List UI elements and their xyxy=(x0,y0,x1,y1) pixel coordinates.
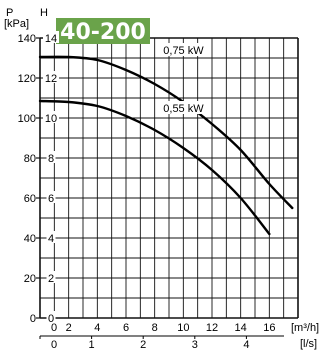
x-tick-label-ls: 4 xyxy=(243,339,249,351)
x-ticks-ls: 0 1 2 3 4 xyxy=(39,335,284,351)
y-tick-label-kpa: 140 xyxy=(18,33,36,45)
y-tick-label-m-bg xyxy=(43,31,59,43)
x-axis-label-ls: [l/s] xyxy=(300,338,317,350)
y-tick-label-m: 2 xyxy=(48,273,54,285)
y-tick-label-m: 14 xyxy=(45,33,57,45)
y-ticks-m: 0 2 4 6 8 10 12 14 xyxy=(43,31,59,325)
y-tick-label-m: 12 xyxy=(45,73,57,85)
x-tick-label-m3h: 14 xyxy=(235,322,247,334)
x-tick-label-ls: 1 xyxy=(89,339,95,351)
grid xyxy=(36,37,299,319)
curve-075kw xyxy=(38,55,294,210)
x-ticks-m3h: 0 2 4 6 8 10 12 14 16 xyxy=(51,322,276,334)
series-label-bg xyxy=(161,43,208,56)
x-tick-label-m3h: 6 xyxy=(123,322,129,334)
x-tick-label-m3h: 0 xyxy=(51,322,57,334)
y-tick-label-kpa: 120 xyxy=(18,73,36,85)
x-tick-label-m3h: 8 xyxy=(152,322,158,334)
x-tick-label-ls: 3 xyxy=(192,339,198,351)
y-tick-label-m-bg xyxy=(46,311,56,323)
x-axis-label-m3h: [m³/h] xyxy=(291,322,319,334)
curve-055kw xyxy=(38,99,271,236)
y-tick-label-kpa: 100 xyxy=(18,113,36,125)
y-tick-label-m-bg xyxy=(43,111,59,123)
y-tick-label-m: 8 xyxy=(48,153,54,165)
x-tick-label-m3h: 2 xyxy=(66,322,72,334)
y-tick-label-m-bg xyxy=(46,271,56,283)
y-tick-label-m: 0 xyxy=(48,313,54,325)
x-tick-label-m3h: 4 xyxy=(94,322,100,334)
y-axis-label-p: P xyxy=(6,7,13,19)
series-label-bg xyxy=(161,101,208,114)
y-tick-label-m-bg xyxy=(46,151,56,163)
y-tick-label-kpa: 20 xyxy=(24,273,36,285)
chart-title: 40-200 xyxy=(60,20,146,45)
series-label-055kw: 0,55 kW xyxy=(163,103,204,115)
x-tick-label-m3h: 10 xyxy=(177,322,189,334)
y-axis-label-h: H xyxy=(40,7,48,19)
title-badge xyxy=(56,18,150,44)
y-tick-label-m: 6 xyxy=(48,193,54,205)
curves xyxy=(38,55,294,236)
x-tick-label-m3h: 16 xyxy=(263,322,275,334)
x-tick-label-ls: 2 xyxy=(140,339,146,351)
series-label-075kw: 0,75 kW xyxy=(163,45,204,57)
y-tick-label-kpa: 80 xyxy=(24,153,36,165)
y-tick-label-m: 4 xyxy=(48,233,54,245)
series-labels: 0,75 kW 0,55 kW xyxy=(161,43,208,115)
y-tick-label-m-bg xyxy=(46,191,56,203)
y-tick-label-m-bg xyxy=(43,71,59,83)
y-axis-label-kpa: [kPa] xyxy=(4,18,29,30)
y-tick-label-m: 10 xyxy=(45,113,57,125)
y-tick-label-kpa: 60 xyxy=(24,193,36,205)
x-tick-label-m3h: 12 xyxy=(206,322,218,334)
y-tick-label-kpa: 40 xyxy=(24,233,36,245)
x-tick-label-ls: 0 xyxy=(51,339,57,351)
y-ticks-kpa: 0 20 40 60 80 100 120 140 xyxy=(18,33,36,325)
y-tick-label-kpa: 0 xyxy=(30,313,36,325)
y-tick-label-m-bg xyxy=(46,231,56,243)
